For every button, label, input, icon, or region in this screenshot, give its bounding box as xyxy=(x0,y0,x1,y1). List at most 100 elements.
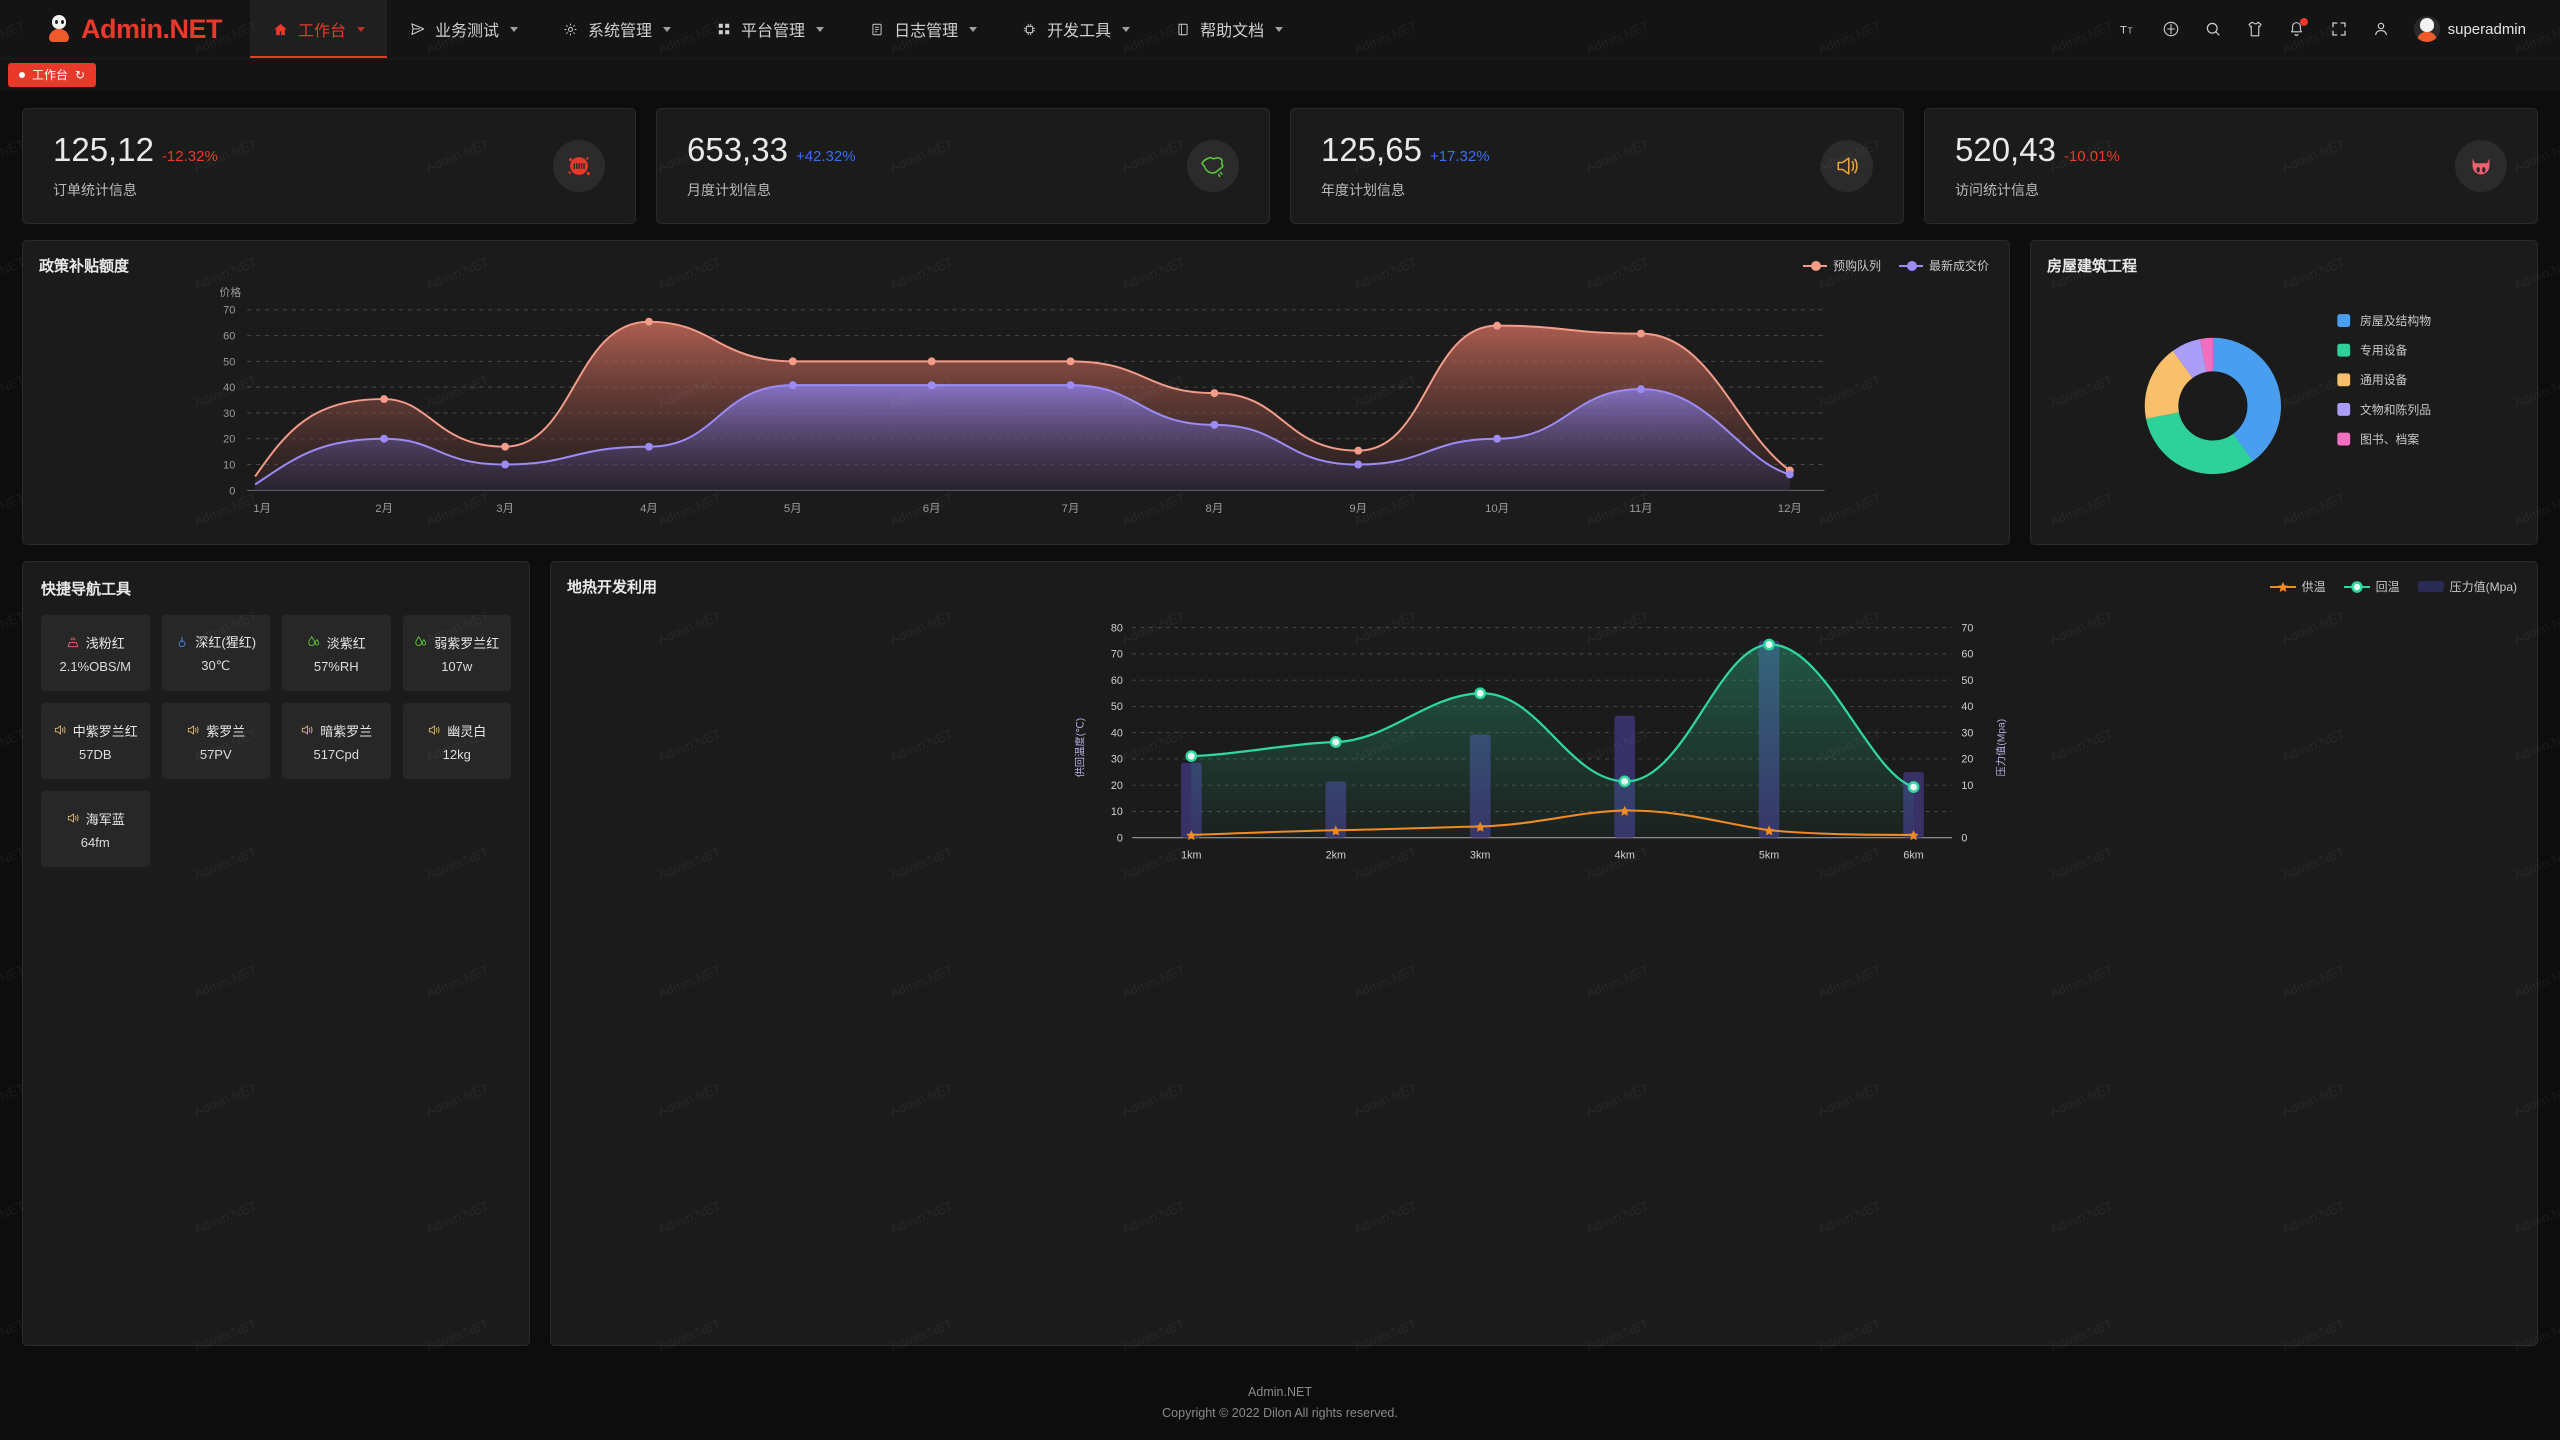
legend-swatch xyxy=(2337,343,2351,357)
building-engineering-donut-svg[interactable]: 房屋及结构物 专用设备 通用设备 文物和陈列品 图书、档案 xyxy=(2047,276,2521,526)
svg-text:8月: 8月 xyxy=(1206,503,1224,515)
svg-text:3月: 3月 xyxy=(496,503,514,515)
user-icon[interactable] xyxy=(2362,10,2400,48)
tool-label: 幽灵白 xyxy=(447,723,487,739)
pig-pink-icon xyxy=(2455,140,2507,192)
svg-text:2km: 2km xyxy=(1326,849,1346,861)
tool-item-5[interactable]: 紫罗兰 57PV xyxy=(161,703,270,779)
middle-charts-row: 政策补贴额度 预购队列 最新成交价 xyxy=(22,240,2538,545)
tool-item-8[interactable]: 海军蓝 64fm xyxy=(41,791,150,867)
tool-item-4[interactable]: 中紫罗兰红 57DB xyxy=(41,703,150,779)
tool-value: 57PV xyxy=(199,746,232,762)
tool-value: 57DB xyxy=(78,746,112,762)
legend-label-0: 房屋及结构物 xyxy=(2360,314,2431,328)
nav-item-workbench[interactable]: 工作台 xyxy=(250,0,388,58)
stat-delta: -12.32% xyxy=(161,147,218,165)
chip-icon xyxy=(1021,21,1038,38)
penguin-avatar-icon xyxy=(2413,16,2440,42)
legend-label: 供温 xyxy=(2301,580,2326,594)
nav-item-dev-tools[interactable]: 开发工具 xyxy=(999,0,1152,58)
bottom-row: 快捷导航工具 浅粉红 2.1%OBS/M xyxy=(22,561,2538,1352)
chevron-down-icon xyxy=(969,26,978,32)
penguin-logo-icon xyxy=(46,14,72,44)
refresh-icon[interactable]: ↻ xyxy=(75,67,86,82)
chevron-down-icon xyxy=(510,26,519,32)
geothermal-chart-svg[interactable]: 供回温度(℃) 压力值(Mpa) xyxy=(567,607,2521,879)
svg-text:10: 10 xyxy=(223,459,235,471)
series-line-latest-price xyxy=(254,384,1791,486)
svg-text:20: 20 xyxy=(1111,780,1123,792)
legend-item-latest-price[interactable]: 最新成交价 xyxy=(1898,257,1989,274)
quick-nav-tools-grid: 浅粉红 2.1%OBS/M 深红(猩红) 30℃ xyxy=(41,615,511,867)
tool-label: 深红(猩红) xyxy=(195,635,257,650)
theme-shirt-icon[interactable] xyxy=(2236,10,2274,48)
legend-label-1: 专用设备 xyxy=(2360,344,2408,358)
legend-marker-bar xyxy=(2417,581,2444,592)
stat-delta: +17.32% xyxy=(1429,147,1490,165)
nav-item-label: 开发工具 xyxy=(1047,23,1112,40)
svg-text:T: T xyxy=(2120,25,2127,37)
humidity-green-icon xyxy=(414,635,428,649)
legend-item-return-temp[interactable]: 回温 xyxy=(2343,578,2400,595)
legend-label-2: 通用设备 xyxy=(2360,373,2408,387)
stat-value: 520,43 xyxy=(1955,130,2056,168)
series-points-latest-price xyxy=(380,381,1794,479)
legend-swatch xyxy=(2337,373,2351,387)
svg-text:7月: 7月 xyxy=(1062,503,1080,515)
stat-label: 月度计划信息 xyxy=(687,181,771,198)
svg-text:4km: 4km xyxy=(1614,849,1634,861)
y2-axis-ticks: 70 60 50 40 30 20 10 0 xyxy=(1961,622,1973,844)
stat-card-yearly-plan[interactable]: 125,65 +17.32% 年度计划信息 xyxy=(1290,108,1904,224)
svg-text:6月: 6月 xyxy=(923,503,941,515)
nav-item-label: 日志管理 xyxy=(894,23,959,40)
tab-workbench[interactable]: 工作台 ↻ xyxy=(8,62,97,87)
legend-item-supply-temp[interactable]: 供温 xyxy=(2269,578,2326,595)
legend-item-preorder[interactable]: 预购队列 xyxy=(1802,257,1881,274)
tool-item-2[interactable]: 淡紫红 57%RH xyxy=(282,615,391,691)
language-globe-icon[interactable] xyxy=(2152,10,2190,48)
series-points-preorder xyxy=(380,317,1794,475)
nav-item-platform-management[interactable]: 平台管理 xyxy=(693,0,846,58)
tool-item-6[interactable]: 暗紫罗兰 517Cpd xyxy=(282,703,391,779)
stat-delta: +42.32% xyxy=(795,147,856,165)
brand-logo-area[interactable]: Admin.NET xyxy=(0,0,250,58)
y-axis-ticks: 80 70 60 50 40 30 20 10 0 xyxy=(1111,622,1123,844)
svg-text:30: 30 xyxy=(1961,727,1973,739)
tool-item-3[interactable]: 弱紫罗兰红 107w xyxy=(402,615,511,691)
tool-item-0[interactable]: 浅粉红 2.1%OBS/M xyxy=(41,615,150,691)
nav-item-system-management[interactable]: 系统管理 xyxy=(540,0,693,58)
tool-item-1[interactable]: 深红(猩红) 30℃ xyxy=(161,615,270,691)
chevron-down-icon xyxy=(1275,26,1284,32)
nav-menu: 工作台 业务测试 系统管理 平台管理 xyxy=(250,0,1305,58)
nav-item-label: 业务测试 xyxy=(435,23,500,40)
svg-text:T: T xyxy=(2127,27,2132,36)
stat-label: 订单统计信息 xyxy=(53,181,137,198)
fullscreen-icon[interactable] xyxy=(2320,10,2358,48)
stat-card-monthly-plan[interactable]: 653,33 +42.32% 月度计划信息 xyxy=(656,108,1270,224)
chevron-down-icon xyxy=(357,26,366,32)
x-axis-ticks: 1km 2km 3km 4km 5km 6km xyxy=(1181,849,1924,861)
svg-text:1km: 1km xyxy=(1181,849,1201,861)
search-icon[interactable] xyxy=(2194,10,2232,48)
donut-ring xyxy=(2144,337,2282,475)
legend-item-pressure[interactable]: 压力值(Mpa) xyxy=(2417,578,2517,595)
geothermal-chart-title: 地热开发利用 xyxy=(567,579,658,596)
nav-item-help-docs[interactable]: 帮助文档 xyxy=(1152,0,1305,58)
stat-card-visits[interactable]: 520,43 -10.01% 访问统计信息 xyxy=(1924,108,2538,224)
notification-bell-icon[interactable] xyxy=(2278,10,2316,48)
user-menu[interactable]: superadmin xyxy=(2404,16,2534,42)
stat-card-orders[interactable]: 125,12 -12.32% 订单统计信息 xyxy=(22,108,636,224)
legend-swatch xyxy=(2337,314,2351,327)
policy-subsidy-chart-title: 政策补贴额度 xyxy=(39,258,130,275)
svg-text:1月: 1月 xyxy=(253,503,271,515)
nav-item-business-test[interactable]: 业务测试 xyxy=(387,0,540,58)
svg-text:30: 30 xyxy=(223,408,235,420)
tool-item-7[interactable]: 幽灵白 12kg xyxy=(402,703,511,779)
thermometer-blue-icon xyxy=(175,635,189,649)
gear-icon xyxy=(562,21,579,38)
policy-subsidy-chart-svg[interactable]: 价格 70 60 50 40 30 20 xyxy=(39,282,1993,530)
nav-item-log-management[interactable]: 日志管理 xyxy=(846,0,999,58)
china-map-green-icon xyxy=(1187,140,1239,192)
tool-label: 暗紫罗兰 xyxy=(320,723,373,739)
